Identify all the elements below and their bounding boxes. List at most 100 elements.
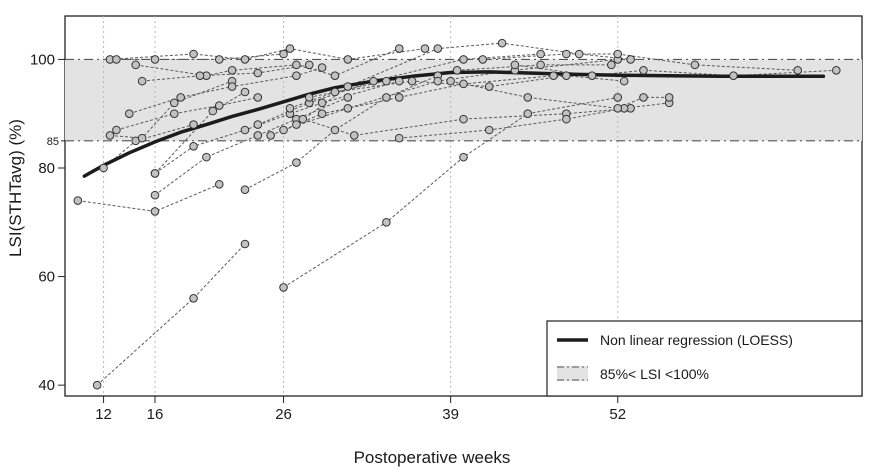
data-point-11-1: [124, 109, 134, 119]
patient-trajectory-20: [289, 75, 625, 109]
loess-curve: [82, 70, 826, 178]
data-point-20-3: [407, 76, 417, 86]
data-point-22-3: [452, 65, 462, 75]
data-point-17-4: [459, 79, 468, 89]
legend-box: [546, 320, 863, 397]
data-point-15-5: [613, 93, 623, 102]
data-point-1-2: [189, 293, 198, 303]
data-point-1-1: [92, 380, 102, 390]
data-point-14-4: [382, 93, 391, 102]
patient-trajectory-13: [154, 80, 400, 174]
data-point-25-4: [690, 60, 700, 70]
data-point-26-3: [639, 65, 648, 75]
patient-trajectory-24: [450, 80, 670, 109]
data-point-26-1: [510, 60, 520, 70]
data-point-2-2: [150, 207, 160, 216]
data-point-14-2: [292, 158, 301, 167]
data-point-24-5: [664, 93, 674, 102]
y-axis-title: LSI(STHTavg) (%): [6, 119, 25, 257]
data-point-24-2: [523, 93, 533, 102]
x-tick-label-12: 12: [95, 406, 112, 423]
data-point-25-3: [613, 49, 623, 59]
data-point-6-4: [253, 93, 263, 102]
data-point-15-3: [459, 152, 468, 162]
data-point-5-2: [137, 133, 147, 143]
data-point-8-2: [189, 49, 198, 59]
data-point-17-5: [549, 71, 558, 81]
data-point-21-1: [298, 114, 308, 124]
x-axis-title: Postoperative weeks: [354, 448, 511, 467]
patient-trajectory-5: [109, 80, 233, 139]
data-point-19-2: [343, 82, 353, 91]
data-point-12-2: [202, 152, 211, 162]
data-point-2-3: [214, 179, 224, 189]
data-point-13-2: [189, 141, 198, 151]
data-point-23-1: [394, 133, 404, 143]
data-point-17-1: [266, 131, 275, 140]
data-point-10-1: [137, 76, 147, 86]
data-point-21-3: [459, 114, 468, 124]
data-point-16-4: [459, 55, 468, 64]
data-point-17-2: [317, 109, 327, 119]
y-tick-label-85: 85: [47, 136, 59, 148]
data-point-11-5: [317, 63, 327, 72]
data-point-8-3: [240, 55, 250, 64]
patient-trajectory-19: [296, 42, 631, 126]
patient-trajectory-9: [116, 53, 284, 60]
data-point-5-3: [169, 98, 179, 108]
data-point-12-3: [253, 131, 263, 140]
data-point-24-3: [613, 103, 623, 113]
data-point-20-4: [484, 82, 494, 91]
data-point-11-2: [176, 93, 185, 102]
data-point-4-3: [189, 120, 198, 129]
data-point-7-6: [394, 44, 404, 53]
data-point-18-3: [433, 76, 443, 86]
data-point-22-2: [382, 76, 391, 86]
patient-trajectory-6: [116, 96, 258, 131]
data-point-19-1: [292, 120, 301, 129]
data-point-10-3: [253, 68, 263, 78]
data-point-26-4: [729, 71, 738, 81]
data-point-12-5: [343, 93, 353, 102]
data-point-14-3: [330, 125, 340, 135]
data-point-10-2: [195, 71, 205, 81]
legend-loess-label: Non linear regression (LOESS): [600, 332, 793, 348]
x-tick-label-26: 26: [275, 406, 292, 423]
data-point-22-4: [536, 60, 545, 70]
data-point-4-1: [99, 163, 108, 173]
data-point-9-3: [214, 55, 224, 64]
data-point-20-1: [285, 103, 295, 113]
data-point-7-3: [227, 65, 237, 75]
data-point-16-3: [369, 76, 378, 86]
data-point-6-3: [214, 101, 224, 110]
data-point-24-4: [639, 93, 648, 102]
data-point-9-2: [150, 55, 160, 64]
data-point-9-4: [279, 49, 288, 59]
patient-trajectory-23: [399, 102, 670, 139]
data-point-20-6: [619, 76, 629, 86]
data-point-7-4: [292, 60, 301, 70]
data-point-19-5: [574, 49, 584, 59]
data-point-3-2: [208, 106, 218, 116]
patient-trajectory-1: [96, 243, 246, 386]
data-point-9-1: [112, 55, 121, 64]
y-tick-label-40: 40: [38, 377, 55, 394]
data-point-14-1: [240, 185, 250, 195]
data-point-26-2: [587, 71, 597, 81]
data-point-26-5: [831, 65, 841, 75]
data-point-7-1: [131, 60, 141, 70]
data-point-8-4: [285, 44, 295, 53]
data-point-2-1: [73, 196, 83, 205]
data-point-1-3: [240, 239, 250, 249]
x-tick-label-16: 16: [147, 406, 164, 423]
x-tick-label-52: 52: [609, 406, 626, 423]
data-point-13-1: [150, 169, 160, 178]
data-point-25-5: [793, 65, 803, 75]
patient-trajectory-2: [77, 183, 220, 212]
data-point-5-1: [105, 131, 115, 140]
legend-band-label: 85%< LSI <100%: [600, 366, 709, 382]
data-point-3-3: [240, 87, 250, 97]
data-point-13-5: [317, 98, 327, 108]
data-point-23-3: [562, 114, 571, 124]
